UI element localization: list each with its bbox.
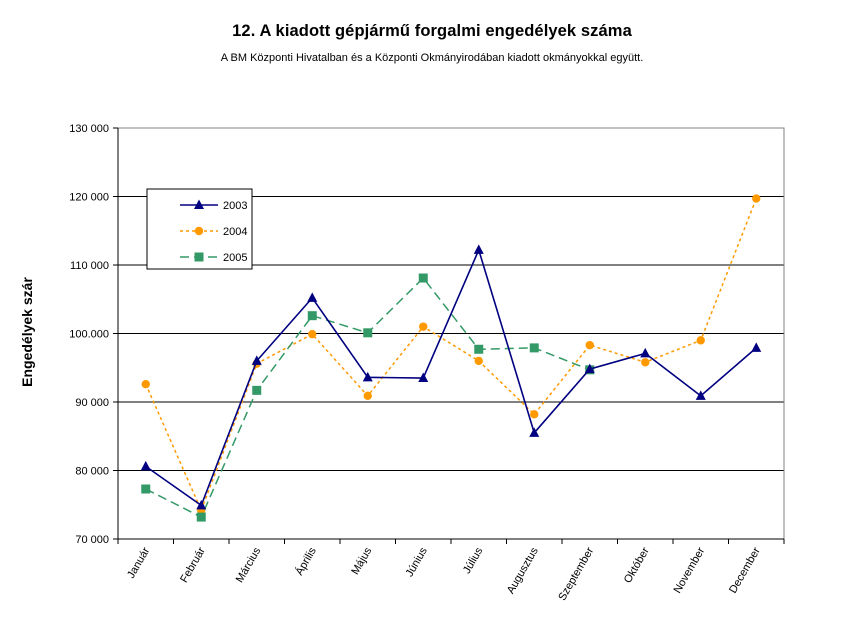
series <box>140 194 762 522</box>
data-point-2003 <box>751 342 762 352</box>
x-tick-label: Július <box>461 545 486 576</box>
data-point-2003 <box>362 371 373 382</box>
data-point-2005 <box>252 385 262 395</box>
series-2003 <box>140 244 762 510</box>
data-point-2004 <box>419 322 428 331</box>
y-tick-label: 120 000 <box>69 192 109 204</box>
series-line-2003 <box>145 247 757 507</box>
data-point-2003 <box>251 355 262 365</box>
x-axis: Január Február Március Április Május Június Jú… <box>117 538 785 603</box>
data-point-2003 <box>140 460 151 471</box>
x-tick-label: Október <box>622 545 652 585</box>
legend-marker-2005 <box>194 252 204 262</box>
data-point-2004 <box>530 410 539 419</box>
data-point-2004 <box>585 340 594 350</box>
y-axis-label: Engedélyek szár <box>19 277 35 387</box>
data-point-2004 <box>474 356 483 366</box>
legend-label: 2004 <box>223 226 247 238</box>
x-tick-label: Június <box>404 545 431 579</box>
legend: 2003 2004 2005 <box>146 188 253 270</box>
data-point-2005 <box>141 484 151 494</box>
data-point-2005 <box>529 343 539 353</box>
data-point-2004 <box>641 358 650 367</box>
data-point-2004 <box>696 336 705 345</box>
data-point-2003 <box>473 244 484 254</box>
data-point-2003 <box>640 347 651 358</box>
data-point-2003 <box>307 292 318 302</box>
x-tick-label: Február <box>178 545 208 585</box>
data-point-2005 <box>196 512 206 522</box>
data-point-2004 <box>308 329 317 339</box>
y-axis: 70 000 80 000 90 000 100.000 110 000 120 000 1… <box>69 123 119 546</box>
y-tick-label: 110 000 <box>70 260 109 272</box>
y-tick-label: 70 000 <box>75 534 109 546</box>
data-point-2004 <box>752 194 761 203</box>
x-tick-label: December <box>727 545 763 595</box>
data-point-2004 <box>363 391 372 401</box>
x-tick-label: Január <box>125 545 152 580</box>
data-point-2005 <box>363 328 373 338</box>
legend-label: 2003 <box>223 200 247 212</box>
x-tick-label: November <box>672 545 708 595</box>
x-tick-label: Március <box>234 545 264 585</box>
x-tick-label: Április <box>293 545 319 578</box>
data-point-2003 <box>695 390 706 400</box>
data-point-2003 <box>584 363 595 374</box>
legend-marker-2004 <box>194 226 204 236</box>
data-point-2004 <box>141 379 150 389</box>
chart-title: 12. A kiadott gépjármű forgalmi engedély… <box>232 22 632 40</box>
series-2004 <box>141 194 761 515</box>
data-point-2003 <box>418 372 429 383</box>
data-point-2003 <box>529 427 540 437</box>
y-tick-label: 100.000 <box>69 329 109 341</box>
data-point-2005 <box>418 273 428 283</box>
y-tick-label: 90 000 <box>75 397 109 409</box>
y-tick-label: 130 000 <box>69 123 109 135</box>
x-tick-label: Augusztus <box>505 545 541 596</box>
data-point-2003 <box>196 499 207 510</box>
y-tick-label: 80 000 <box>75 466 109 478</box>
chart-subtitle: A BM Központi Hivatalban és a Központi O… <box>220 52 644 64</box>
x-tick-label: Szeptember <box>556 545 596 603</box>
x-tick-label: Május <box>349 545 374 577</box>
data-point-2005 <box>474 344 484 354</box>
legend-label: 2005 <box>223 252 247 264</box>
legend-marker-2003 <box>194 199 204 209</box>
data-point-2005 <box>307 311 317 321</box>
